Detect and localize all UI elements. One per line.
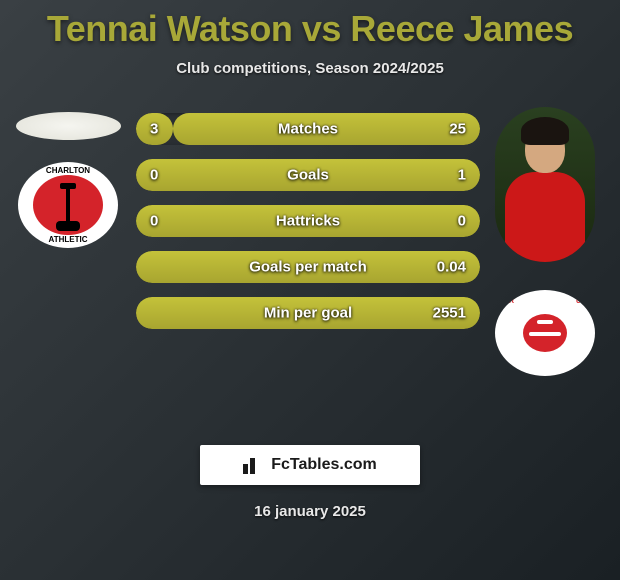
stat-bar: Hattricks0 0 <box>136 205 480 237</box>
chart-icon <box>243 456 265 474</box>
club-crest-charlton: CHARLTON ATHLETIC <box>18 162 118 248</box>
stat-bar: Min per goal2551 <box>136 297 480 329</box>
crest-text-bottom: ATHLETIC <box>18 235 118 244</box>
stat-value-left: 0 <box>150 167 158 184</box>
brand-badge: FcTables.com <box>200 445 420 485</box>
stat-value-right: 25 <box>449 121 466 138</box>
stat-value-left: 0 <box>150 213 158 230</box>
stat-value-right: 0 <box>458 213 466 230</box>
stat-bars: Matches325Goals01Hattricks00Goals per ma… <box>136 113 480 343</box>
subtitle: Club competitions, Season 2024/2025 <box>0 60 620 77</box>
crest-text-top: CHARLTON <box>18 166 118 175</box>
stat-value-right: 0.04 <box>437 259 466 276</box>
page-title: Tennai Watson vs Reece James <box>0 0 620 50</box>
stat-value-right: 1 <box>458 167 466 184</box>
brand-text: FcTables.com <box>271 456 377 474</box>
footer-date: 16 january 2025 <box>0 503 620 520</box>
player-right-photo <box>495 107 595 262</box>
stat-value-right: 2551 <box>433 305 466 322</box>
player-left-column: CHARLTON ATHLETIC <box>8 107 128 248</box>
sword-icon <box>66 187 70 223</box>
stat-label: Hattricks <box>136 213 480 230</box>
player-right-column: R U <box>490 107 600 376</box>
player-left-silhouette <box>16 112 121 140</box>
stat-bar: Matches3 25 <box>136 113 480 145</box>
stat-label: Matches <box>136 121 480 138</box>
club-crest-rotherham: R U <box>495 290 595 376</box>
stat-label: Goals <box>136 167 480 184</box>
stat-label: Min per goal <box>136 305 480 322</box>
stat-label: Goals per match <box>136 259 480 276</box>
comparison-area: CHARLTON ATHLETIC Matches325Goals01Hattr… <box>0 107 620 387</box>
stat-value-left: 3 <box>150 121 158 138</box>
stat-bar: Goals per match0.04 <box>136 251 480 283</box>
stat-bar: Goals0 1 <box>136 159 480 191</box>
